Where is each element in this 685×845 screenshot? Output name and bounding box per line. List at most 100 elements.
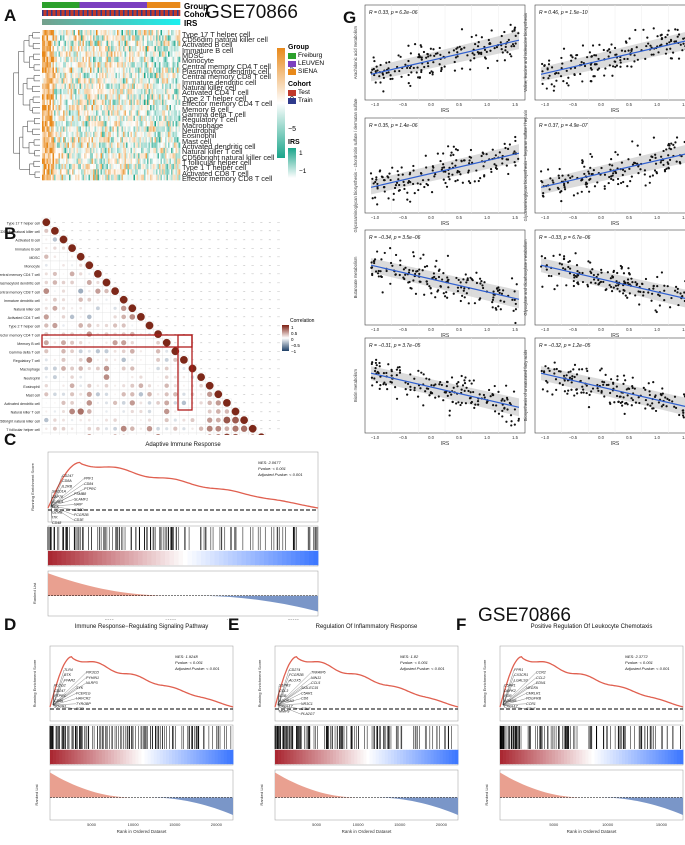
- corr-mark: [156, 427, 160, 431]
- heatmap-cell: [179, 41, 181, 47]
- corr-row-label: Gamma delta T cell: [9, 350, 40, 354]
- corr-mark: [130, 392, 134, 396]
- rank-color: [228, 551, 233, 565]
- corr-cell: [171, 433, 180, 435]
- corr-value: ***: [148, 274, 151, 276]
- corr-mark: [148, 410, 151, 413]
- heatmap-cell: [179, 175, 181, 181]
- corr-value: ***: [277, 283, 280, 285]
- corr-value: ***: [166, 223, 169, 225]
- corr-value: ***: [269, 377, 272, 379]
- corr-mark: [140, 350, 142, 352]
- corr-value: ***: [260, 309, 263, 311]
- corr-mark: [165, 427, 168, 430]
- corr-value: ***: [260, 317, 263, 319]
- corr-mark: [156, 367, 160, 371]
- corr-value: ***: [269, 240, 272, 242]
- corr-mark: [232, 417, 239, 424]
- corr-value: ***: [97, 257, 100, 259]
- corr-value: ***: [277, 360, 280, 362]
- rank-color: [71, 750, 74, 764]
- rank-color: [134, 551, 139, 565]
- corr-value: ***: [105, 274, 108, 276]
- rank-color: [367, 750, 370, 764]
- corr-mark: [96, 324, 99, 327]
- corr-mark: [78, 408, 84, 414]
- corr-mark: [114, 411, 116, 413]
- corr-value: ***: [252, 300, 255, 302]
- corr-mark: [174, 376, 177, 379]
- x-tick: 15000: [169, 822, 181, 827]
- gsea-title: Regulation Of Inflammatory Response: [316, 624, 418, 630]
- corr-mark: [87, 400, 92, 405]
- corr-value: ***: [269, 403, 272, 405]
- legend-siena: SIENA: [298, 68, 318, 75]
- corr-value: ***: [123, 231, 126, 233]
- corr-mark: [54, 290, 56, 292]
- rank-color: [74, 750, 77, 764]
- corr-value: ***: [174, 309, 177, 311]
- corr-mark: [165, 392, 169, 396]
- corr-value: ***: [183, 266, 186, 268]
- corr-mark: [53, 237, 57, 241]
- corr-mark: [130, 426, 135, 431]
- corr-mark: [182, 427, 185, 430]
- corr-mark: [199, 401, 202, 404]
- corr-value: ***: [54, 223, 57, 225]
- corr-value: ***: [252, 231, 255, 233]
- gene-label: TYROBP: [76, 702, 91, 706]
- rank-color: [282, 551, 287, 565]
- corr-mark: [97, 377, 98, 378]
- corr-value: ***: [200, 283, 203, 285]
- gsea-title: Adaptive Immune Response: [145, 442, 221, 448]
- corr-mark: [215, 426, 221, 432]
- legend-swatch-siena: [288, 69, 296, 75]
- corr-value: ***: [260, 274, 263, 276]
- corr-tick-05: 0.5: [291, 331, 297, 336]
- corr-mark: [44, 367, 48, 371]
- es-ylabel: Running Enrichment Score: [257, 659, 262, 708]
- corr-mark: [157, 419, 159, 421]
- corr-mark: [88, 290, 90, 292]
- corr-value: ***: [166, 317, 169, 319]
- corr-cell: [162, 433, 171, 435]
- corr-row-label: Type 17 T helper cell: [7, 221, 40, 225]
- corr-value: ***: [277, 386, 280, 388]
- corr-row-label: Activated dendritic cell: [4, 402, 40, 406]
- corr-cell: [51, 433, 60, 435]
- corr-value: ***: [209, 369, 212, 371]
- heatmap-cell: [179, 116, 181, 122]
- heatmap-cell: [179, 105, 181, 111]
- corr-value: ***: [269, 352, 272, 354]
- corr-row-label: CD56bright natural killer cell: [0, 419, 40, 423]
- gsea-stat: NES: 1.9248: [175, 654, 198, 659]
- gsea-stat: Adjusted Pvalue: < 0.001: [399, 666, 445, 671]
- rank-color: [87, 750, 90, 764]
- corr-row-label: Macrophage: [20, 368, 40, 372]
- corr-value: ***: [123, 266, 126, 268]
- corr-value: ***: [260, 248, 263, 250]
- corr-mark: [62, 324, 65, 327]
- corr-value: ***: [200, 309, 203, 311]
- corr-value: ***: [200, 352, 203, 354]
- corr-mark: [79, 349, 83, 353]
- gene-label: PLA2G7: [301, 712, 316, 716]
- corr-value: ***: [234, 266, 237, 268]
- corr-value: ***: [174, 291, 177, 293]
- gene-label: NAIP: [74, 503, 83, 507]
- rank-color: [183, 551, 188, 565]
- gene-label: TLR4: [64, 668, 73, 672]
- rank-color: [201, 551, 206, 565]
- corr-value: ***: [243, 343, 246, 345]
- corr-mark: [106, 316, 107, 317]
- corr-value: ***: [260, 223, 263, 225]
- corr-value: ***: [260, 300, 263, 302]
- corr-mark: [97, 402, 99, 404]
- corr-cell: [76, 433, 85, 435]
- rank-color: [105, 750, 108, 764]
- corr-value: ***: [269, 248, 272, 250]
- gsea-title: Immune Response−Regulating Signaling Pat…: [75, 624, 209, 630]
- corr-mark: [174, 368, 176, 370]
- corr-value: ***: [252, 283, 255, 285]
- rank-color: [98, 551, 103, 565]
